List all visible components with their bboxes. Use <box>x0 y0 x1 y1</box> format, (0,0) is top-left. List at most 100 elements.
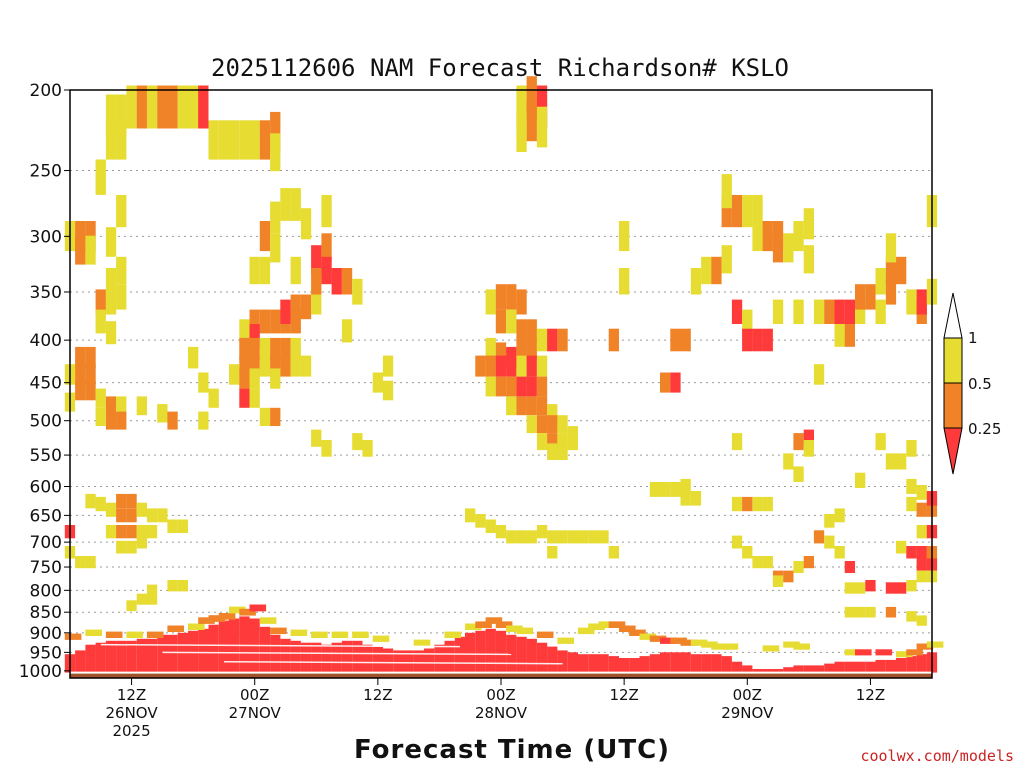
boundary-layer-column <box>465 632 476 673</box>
ri-cell <box>300 355 312 377</box>
x-tick-label: 00Z <box>486 686 515 704</box>
boundary-layer-column <box>824 663 835 673</box>
boundary-layer-column <box>701 654 712 673</box>
x-tick-label: 12Z <box>609 686 638 704</box>
ri-cell <box>116 396 127 416</box>
ri-cell <box>475 514 486 528</box>
ri-cell <box>536 433 548 451</box>
boundary-layer-column <box>382 648 394 673</box>
ri-cell <box>85 493 96 509</box>
boundary-layer-cap <box>670 637 687 644</box>
boundary-layer-column <box>331 642 342 673</box>
x-tick-label: 26NOV <box>106 704 159 722</box>
boundary-layer-cap <box>506 625 523 632</box>
ri-cell <box>372 372 383 393</box>
boundary-layer-column <box>649 654 661 673</box>
boundary-layer-column <box>393 650 404 673</box>
ri-cell <box>793 433 804 451</box>
ri-cell <box>824 514 835 528</box>
boundary-layer-column <box>372 646 383 673</box>
ri-cell <box>752 195 763 228</box>
boundary-layer-column <box>239 616 250 673</box>
x-tick-label: 00Z <box>733 686 762 704</box>
boundary-layer-cap <box>855 649 872 656</box>
boundary-layer-cap <box>639 633 657 640</box>
ri-cell <box>834 324 845 347</box>
ri-cell <box>567 530 578 544</box>
ri-cell <box>680 491 691 506</box>
ri-cell <box>762 496 773 512</box>
ri-cell <box>270 337 281 360</box>
boundary-layer-cap <box>680 639 698 646</box>
ri-cell <box>105 525 117 539</box>
ri-cell <box>547 530 558 544</box>
ri-cell <box>547 433 558 451</box>
ri-cell <box>855 582 866 594</box>
ri-cell <box>813 299 825 324</box>
boundary-layer-cap <box>608 621 626 628</box>
ri-cell <box>731 535 743 549</box>
ri-cell <box>619 221 630 252</box>
boundary-layer-column <box>75 650 86 673</box>
boundary-layer-column <box>167 634 178 673</box>
ri-cell <box>239 355 250 377</box>
ri-cell <box>752 221 763 252</box>
boundary-layer-cap <box>690 639 708 646</box>
ri-cell <box>259 355 271 377</box>
boundary-layer-column <box>352 640 363 673</box>
ri-cell <box>896 540 907 554</box>
ri-cell <box>711 256 722 285</box>
ri-cell <box>259 407 271 426</box>
boundary-layer-column <box>896 658 907 673</box>
boundary-layer-cap <box>188 623 205 630</box>
ri-cell <box>516 376 527 397</box>
boundary-layer-column <box>485 628 496 673</box>
ri-cell <box>229 120 240 160</box>
boundary-layer-cap <box>495 621 513 628</box>
legend-label: 0.25 <box>968 420 1001 438</box>
ri-cell <box>547 546 558 559</box>
ri-cell <box>721 195 732 228</box>
boundary-layer-column <box>126 640 137 673</box>
ri-cell <box>485 376 496 397</box>
ri-cell <box>495 525 507 539</box>
ri-cell <box>752 496 763 512</box>
ri-cell <box>95 388 106 408</box>
boundary-layer-column <box>444 640 455 673</box>
y-tick-label: 600 <box>30 477 62 497</box>
boundary-layer-cap <box>660 637 677 644</box>
ri-cell <box>885 278 897 305</box>
ri-cell <box>465 508 476 523</box>
boundary-layer-column <box>690 654 702 673</box>
ri-cell <box>506 284 517 310</box>
ri-cell <box>249 368 260 389</box>
ri-cell <box>803 440 814 457</box>
boundary-layer-cap <box>485 617 503 624</box>
boundary-layer-cap <box>906 649 923 656</box>
ri-cell <box>865 606 876 618</box>
ri-cell <box>824 535 835 549</box>
ri-cell <box>885 233 897 263</box>
ri-cell <box>547 404 558 423</box>
boundary-layer-column <box>341 640 353 673</box>
ri-cell <box>516 337 527 360</box>
ri-cell <box>75 364 86 385</box>
ri-cell <box>105 396 117 416</box>
ri-cell <box>352 433 363 451</box>
credit-text[interactable]: coolwx.com/models <box>860 747 1014 765</box>
ri-cell <box>136 502 147 517</box>
y-tick-label: 250 <box>30 162 62 182</box>
ri-cell <box>516 355 527 377</box>
ri-cell <box>731 433 743 451</box>
x-tick-label: 12Z <box>363 686 392 704</box>
ri-cell <box>536 355 548 377</box>
ri-cell <box>116 411 127 430</box>
ri-cell <box>177 519 188 533</box>
ri-cell <box>239 319 250 343</box>
boundary-layer-column <box>885 659 897 673</box>
ri-cell <box>249 337 260 360</box>
ri-cell <box>239 120 250 160</box>
ri-cell <box>208 120 219 160</box>
ri-cell <box>557 433 568 451</box>
